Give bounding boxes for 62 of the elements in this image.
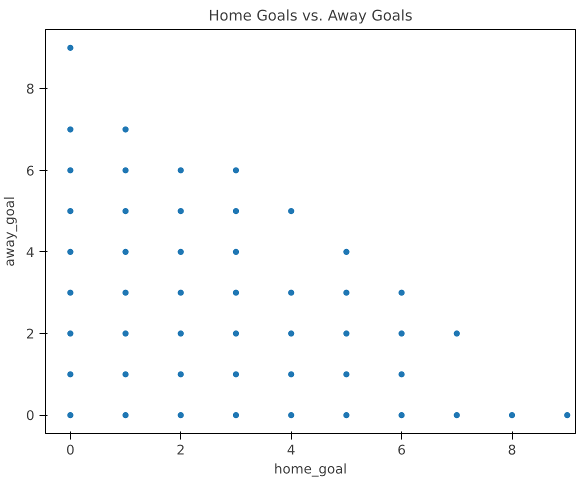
point — [287, 207, 296, 215]
point — [122, 166, 130, 174]
point — [176, 330, 185, 338]
y-tick-label: 4 — [26, 246, 35, 261]
point — [66, 207, 74, 215]
point — [66, 330, 74, 338]
point — [232, 411, 240, 420]
point — [287, 288, 296, 297]
point — [342, 248, 350, 256]
point — [176, 166, 185, 174]
point — [287, 330, 296, 338]
chart-title: Home Goals vs. Away Goals — [208, 8, 413, 24]
point — [176, 248, 185, 256]
point — [342, 411, 350, 420]
x-tick-label: 6 — [397, 444, 406, 458]
point — [66, 411, 74, 420]
point — [122, 330, 130, 338]
point — [122, 411, 130, 420]
point — [66, 370, 74, 378]
point — [342, 370, 350, 378]
point — [232, 207, 240, 215]
point — [398, 411, 406, 420]
y-tick-label: 2 — [26, 328, 35, 343]
point — [232, 166, 240, 174]
point — [287, 411, 296, 420]
point — [398, 330, 406, 338]
point — [122, 248, 130, 256]
point — [176, 411, 185, 420]
point — [342, 330, 350, 338]
point — [398, 370, 406, 378]
point — [176, 370, 185, 378]
point — [66, 166, 74, 174]
y-tick-label: 8 — [26, 82, 35, 98]
y-axis-title: away_goal — [3, 196, 18, 267]
point — [122, 288, 130, 297]
point — [232, 330, 240, 338]
point — [66, 288, 74, 297]
y-tick-label: 0 — [26, 409, 35, 424]
x-tick-label: 0 — [66, 444, 75, 458]
point — [176, 207, 185, 215]
point — [232, 248, 240, 256]
y-tick-label: 6 — [26, 164, 35, 180]
point — [232, 288, 240, 297]
point — [342, 288, 350, 297]
point — [66, 44, 74, 52]
x-tick-label: 4 — [286, 444, 296, 458]
point — [122, 370, 130, 378]
point — [287, 370, 296, 378]
point — [398, 288, 406, 297]
x-axis-title: home_goal — [274, 462, 347, 478]
x-tick-label: 8 — [508, 444, 516, 458]
point — [452, 330, 461, 338]
point — [122, 207, 130, 215]
point — [176, 288, 185, 297]
point — [452, 411, 461, 420]
point — [122, 126, 130, 134]
point — [508, 411, 516, 420]
x-tick-label: 2 — [176, 444, 186, 458]
point — [232, 370, 240, 378]
point — [66, 248, 74, 256]
point — [563, 411, 572, 420]
point — [66, 126, 74, 134]
